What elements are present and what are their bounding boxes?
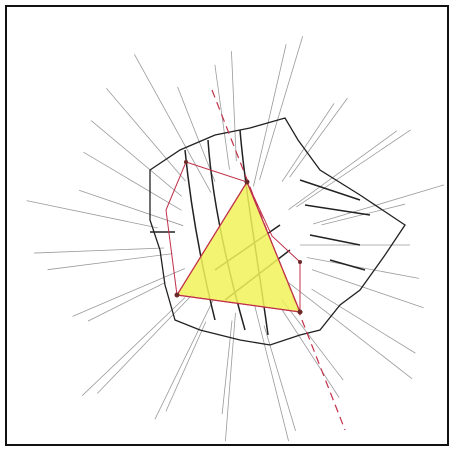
- construction-line: [311, 288, 416, 354]
- construction-line: [78, 189, 184, 227]
- vertex: [244, 179, 250, 185]
- vertices: [174, 160, 303, 315]
- construction-line: [165, 321, 207, 412]
- construction-line: [90, 120, 182, 197]
- vertex: [298, 260, 302, 264]
- construction-line: [87, 282, 166, 322]
- construction-line: [106, 88, 186, 182]
- construction-line: [296, 129, 411, 208]
- construction-line: [225, 312, 236, 442]
- construction-line: [253, 303, 289, 442]
- construction-line: [253, 44, 287, 187]
- construction-line: [134, 54, 212, 193]
- vertex: [297, 309, 303, 315]
- construction-line: [289, 97, 348, 178]
- red-polygon: [165, 161, 301, 313]
- construction-line: [34, 247, 165, 254]
- construction-line: [288, 130, 398, 211]
- rock-outline: [149, 117, 406, 346]
- construction-line: [177, 86, 216, 182]
- construction-line: [259, 36, 304, 180]
- construction-line: [96, 293, 194, 394]
- construction-line: [221, 320, 233, 415]
- construction-line: [280, 298, 344, 381]
- vertex: [184, 160, 188, 164]
- construction-line: [312, 184, 445, 225]
- construction-line: [311, 269, 424, 309]
- vertex: [174, 292, 180, 298]
- construction-line: [281, 103, 335, 182]
- construction-line: [83, 151, 182, 211]
- construction-line: [231, 51, 237, 162]
- construction-line: [72, 268, 185, 317]
- construction-line: [281, 308, 340, 398]
- construction-line: [26, 200, 158, 229]
- construction-line: [82, 297, 186, 396]
- construction-line: [47, 253, 173, 271]
- construction-line: [154, 298, 215, 420]
- construction-line: [306, 257, 419, 279]
- hatch: [299, 179, 371, 271]
- construction-line: [287, 281, 413, 380]
- construction-line: [263, 325, 296, 431]
